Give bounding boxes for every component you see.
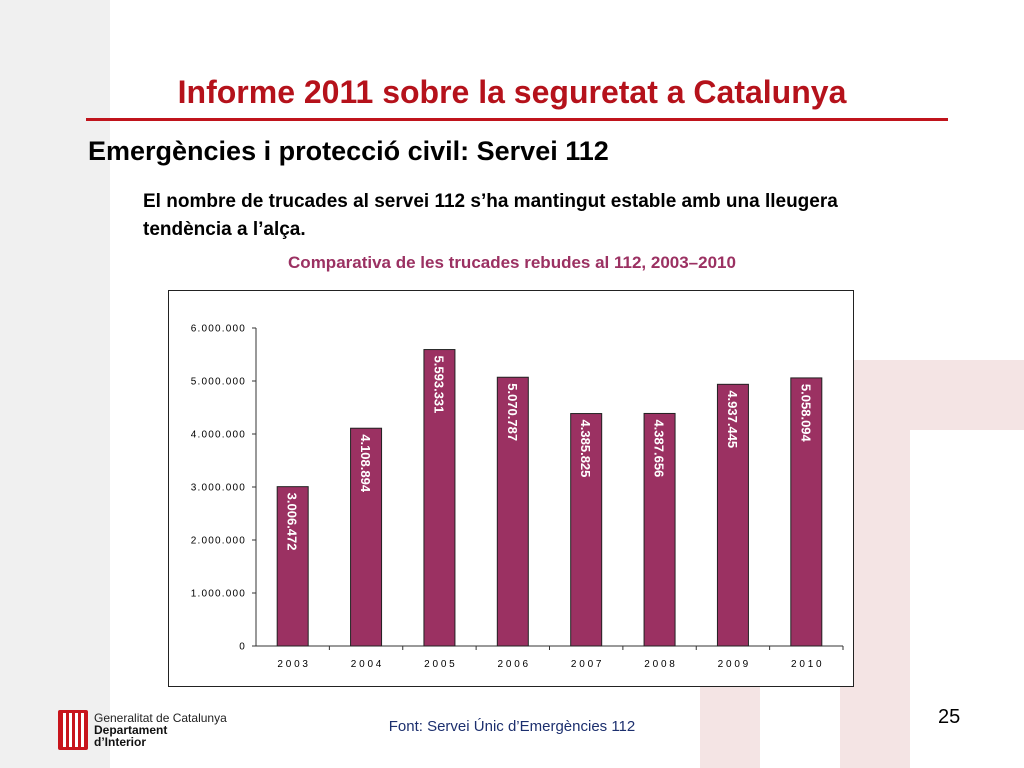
x-tick-label-2007: 2 0 0 7 [571, 659, 602, 670]
x-tick-label-2005: 2 0 0 5 [424, 659, 455, 670]
page-number: 25 [938, 706, 961, 728]
data-label-2007: 4.385.825 [578, 420, 593, 478]
y-tick-label: 0 [239, 642, 246, 653]
bar-2009 [716, 383, 749, 647]
chart-frame: 0 1.000.000 2.000.000 3.000.000 4.000.000 5.0… [168, 290, 854, 687]
x-tick-label-2010: 2 0 1 0 [791, 659, 822, 670]
data-label-2006: 5.070.787 [505, 383, 520, 441]
title-underline [86, 118, 948, 121]
x-tick-label-2004: 2 0 0 4 [351, 659, 382, 670]
bar-chart: 0 1.000.000 2.000.000 3.000.000 4.000.000 5.0… [191, 324, 844, 670]
y-tick-label: 6.000.000 [191, 324, 246, 335]
y-tick-label: 5.000.000 [191, 377, 246, 388]
y-tick-label: 2.000.000 [191, 536, 246, 547]
y-tick-label: 3.000.000 [191, 483, 246, 494]
y-tick-label: 4.000.000 [191, 430, 246, 441]
logo-line-3: d’Interior [94, 735, 147, 749]
logo-line-2: Departament [94, 723, 168, 737]
slide-description: El nombre de trucades al servei 112 s’ha… [143, 191, 838, 240]
generalitat-logo: Generalitat de Catalunya Departament d’I… [58, 710, 258, 754]
chart-heading: Comparativa de les trucades rebudes al 1… [288, 253, 736, 272]
x-tick-label-2008: 2 0 0 8 [644, 659, 675, 670]
senyera-logo-icon [58, 710, 88, 750]
bar-2008 [643, 412, 676, 647]
data-label-2009: 4.937.445 [725, 390, 740, 448]
data-label-2010: 5.058.094 [798, 384, 813, 443]
x-tick-label-2009: 2 0 0 9 [718, 659, 749, 670]
logo-line-1: Generalitat de Catalunya [94, 711, 227, 725]
data-label-2003: 3.006.472 [285, 493, 300, 551]
y-tick-label: 1.000.000 [191, 589, 246, 600]
data-label-2004: 4.108.894 [358, 434, 373, 493]
bar-2006 [496, 376, 529, 647]
bar-2010 [790, 377, 823, 647]
bar-2004 [350, 427, 383, 647]
chart-source: Font: Servei Únic d’Emergències 112 [388, 718, 636, 735]
slide-subtitle: Emergències i protecció civil: Servei 11… [88, 136, 609, 166]
data-label-2005: 5.593.331 [431, 356, 446, 414]
data-label-2008: 4.387.656 [652, 419, 667, 477]
bar-2007 [570, 413, 603, 647]
x-tick-label-2006: 2 0 0 6 [498, 659, 529, 670]
bar-2005 [423, 349, 456, 647]
x-tick-label-2003: 2 0 0 3 [277, 659, 308, 670]
bar-2003 [276, 486, 309, 647]
slide-title: Informe 2011 sobre la seguretat a Catalu… [177, 74, 847, 110]
